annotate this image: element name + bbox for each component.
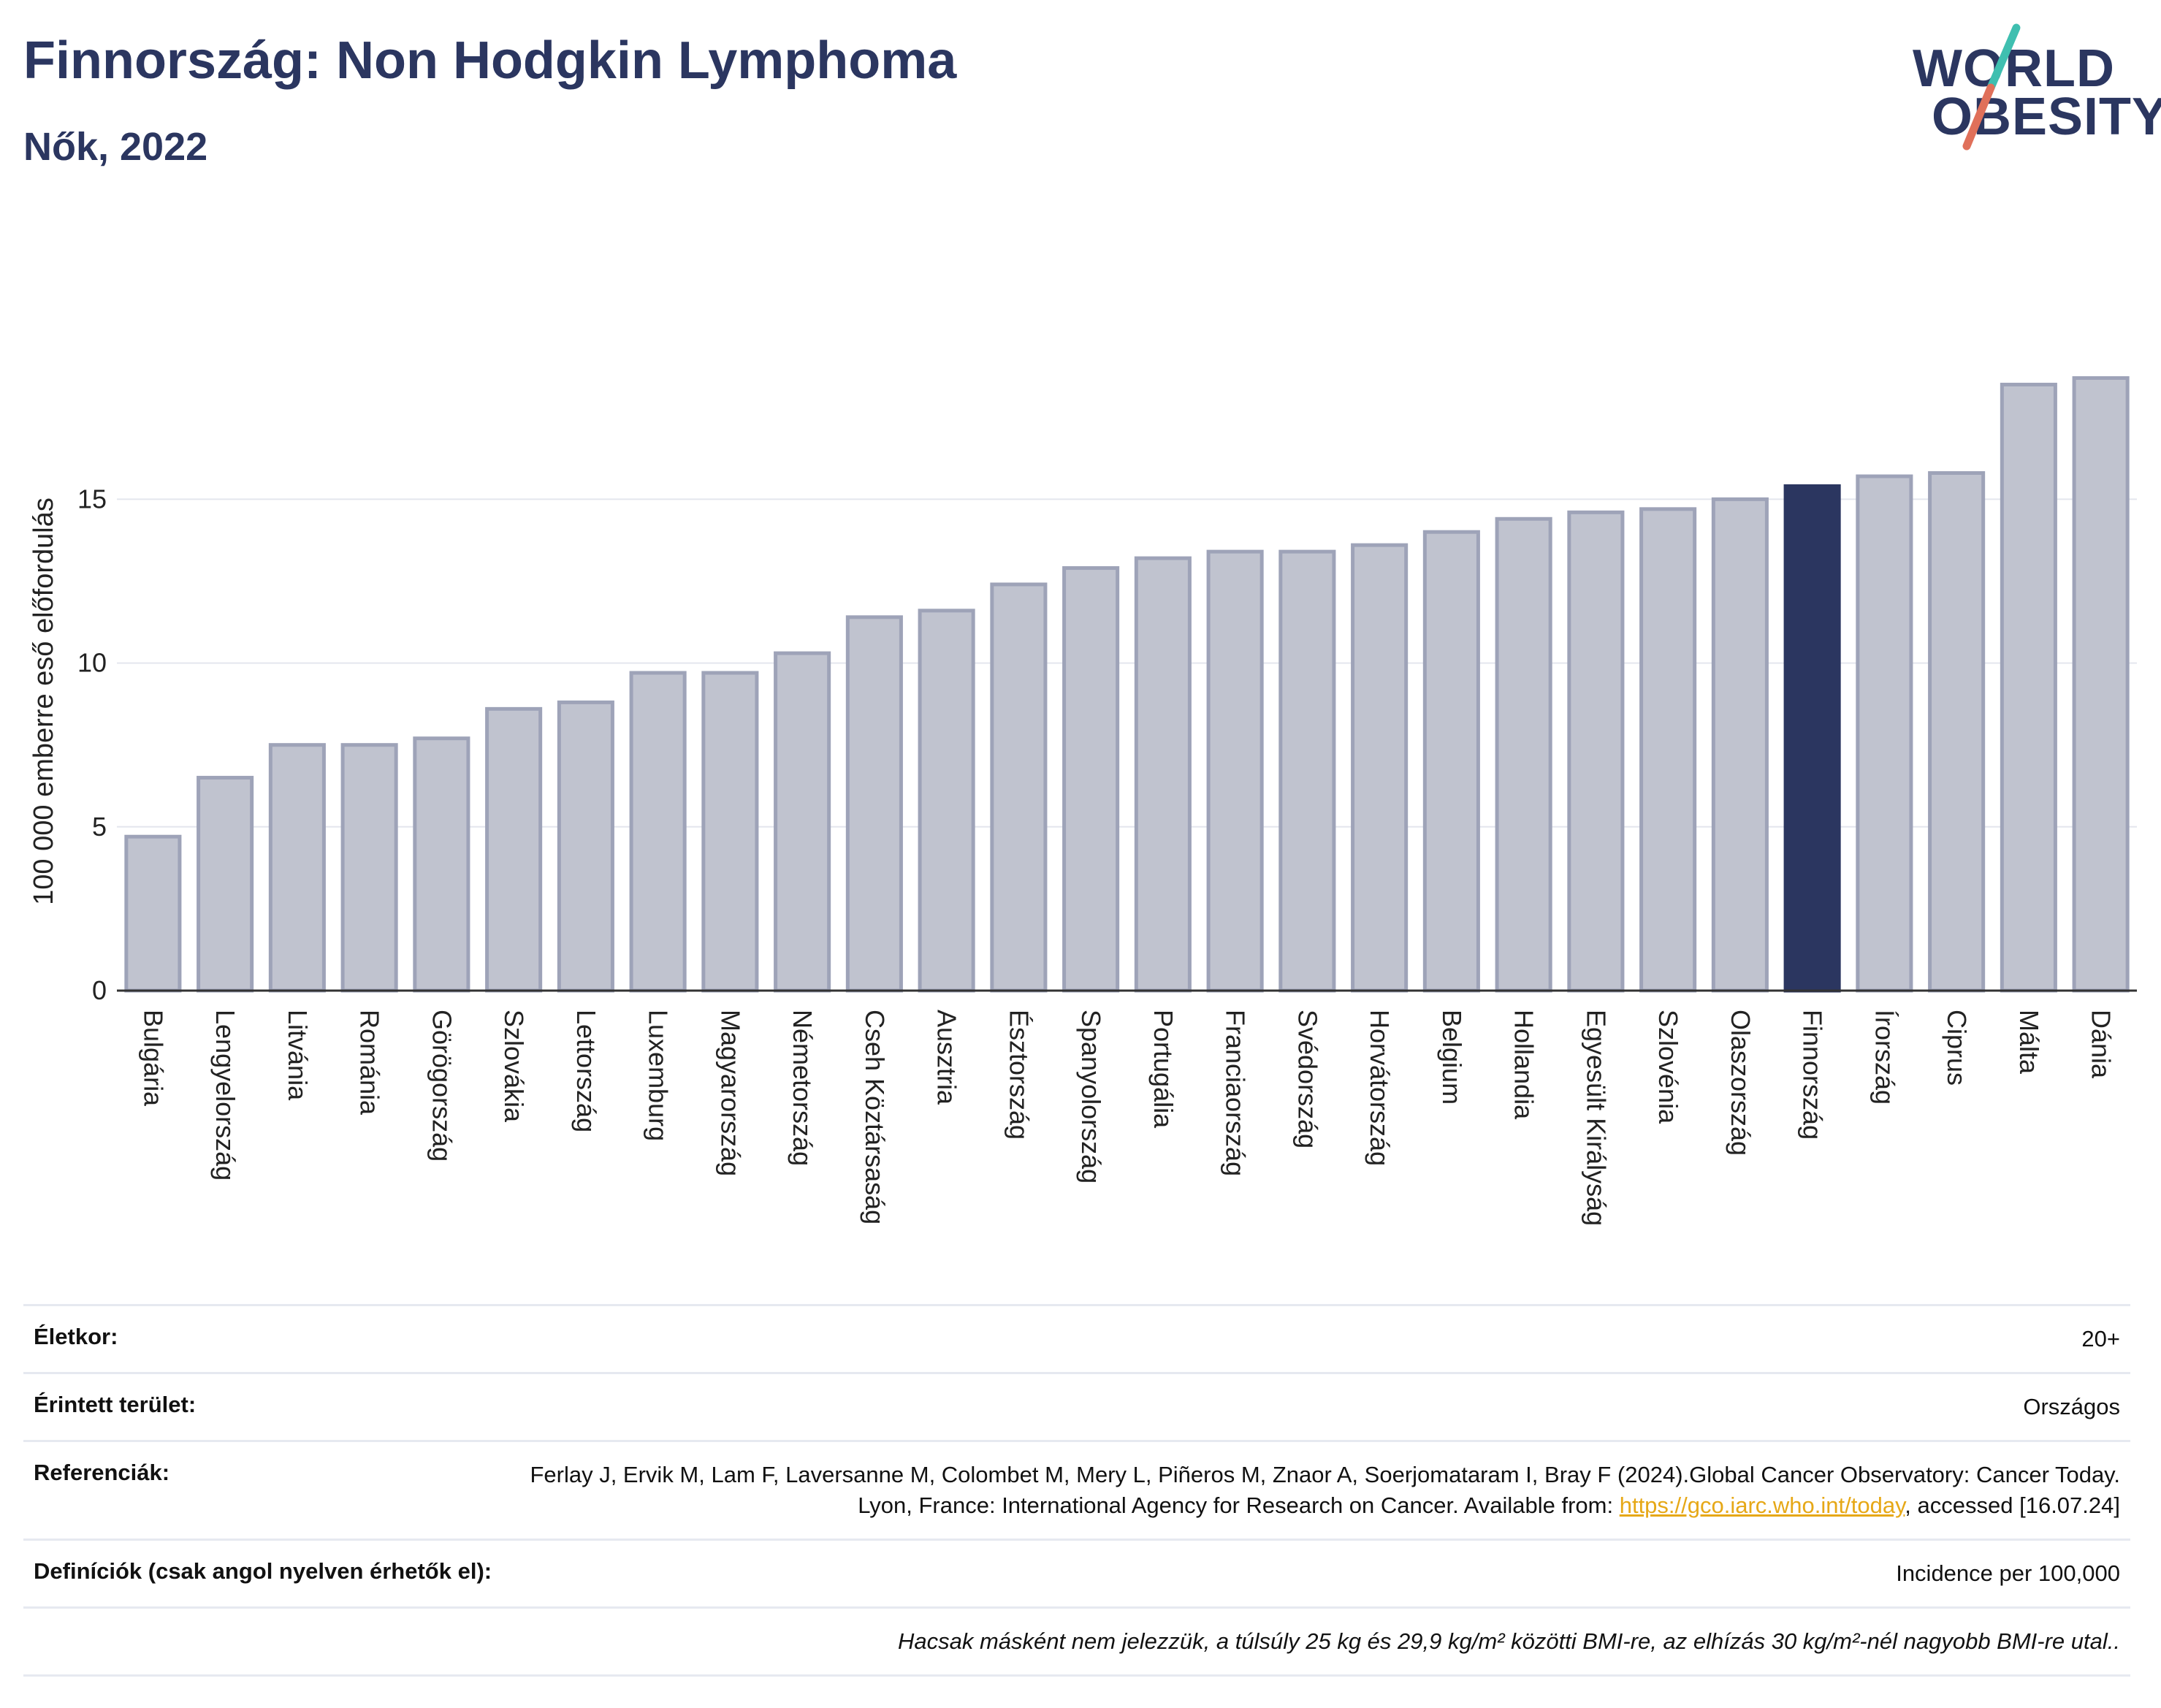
- references-text: Ferlay J, Ervik M, Lam F, Laversanne M, …: [530, 1462, 2120, 1518]
- logo-word-world: WORLD: [1913, 39, 2115, 98]
- y-tick-label: 15: [77, 484, 107, 514]
- definitions-label: Definíciók (csak angol nyelven érhetők e…: [34, 1558, 492, 1584]
- bar-16: [1278, 549, 1336, 993]
- age-label: Életkor:: [34, 1324, 118, 1349]
- x-tick-label: Ciprus: [1942, 1010, 1972, 1086]
- x-tick-label: Ausztria: [932, 1010, 962, 1105]
- references-label: Referenciák:: [34, 1460, 170, 1485]
- x-tick-label: Egyesült Királyság: [1581, 1010, 1611, 1226]
- bar-26: [2000, 382, 2057, 993]
- x-tick-label: Olaszország: [1726, 1010, 1756, 1156]
- bar-24: [1856, 474, 1913, 993]
- area-label: Érintett terület:: [34, 1392, 197, 1417]
- bar-17: [1351, 543, 1409, 993]
- x-tick-label: Lettország: [571, 1010, 601, 1132]
- y-tick-label: 10: [77, 648, 107, 678]
- x-tick-label: Spanyolország: [1076, 1010, 1106, 1183]
- bar-15: [1206, 549, 1264, 993]
- bar-19: [1495, 516, 1552, 993]
- y-tick-label: 5: [92, 812, 107, 842]
- x-tick-label: Észtország: [1004, 1010, 1034, 1140]
- x-tick-label: Németország: [788, 1010, 817, 1166]
- bar-13: [1062, 566, 1120, 993]
- logo-slash-icon: [1962, 23, 2021, 150]
- bar-23: [1783, 484, 1841, 993]
- bar-1: [197, 776, 254, 993]
- x-tick-label: Írország: [1870, 1010, 1899, 1105]
- x-tick-label: Románia: [355, 1010, 385, 1116]
- y-axis-title: 100 000 emberre eső előfordulás: [28, 497, 59, 905]
- world-obesity-logo: WORLD OBESITY: [1899, 22, 2161, 153]
- info-row-definitions: Definíciók (csak angol nyelven érhetők e…: [23, 1539, 2130, 1606]
- references-value: Ferlay J, Ervik M, Lam F, Laversanne M, …: [513, 1460, 2120, 1521]
- bar-4: [413, 736, 470, 993]
- x-tick-label: Bulgária: [138, 1010, 168, 1107]
- page-title: Finnország: Non Hodgkin Lymphoma: [23, 31, 957, 90]
- x-tick-label: Svédország: [1292, 1010, 1322, 1148]
- area-value: Országos: [2023, 1394, 2120, 1419]
- x-tick-label: Málta: [2014, 1010, 2044, 1075]
- x-tick-label: Cseh Köztársaság: [860, 1010, 890, 1224]
- bar-18: [1422, 530, 1480, 993]
- x-tick-label: Portugália: [1148, 1010, 1178, 1129]
- bar-21: [1639, 507, 1697, 993]
- x-tick-label: Szlovákia: [499, 1010, 529, 1123]
- bar-0: [124, 834, 182, 993]
- bar-20: [1567, 510, 1625, 993]
- references-link[interactable]: https://gco.iarc.who.int/today: [1619, 1492, 1905, 1518]
- x-tick-label: Dánia: [2086, 1010, 2116, 1079]
- x-tick-label: Finnország: [1798, 1010, 1828, 1140]
- bar-25: [1928, 470, 1986, 993]
- info-row-references: Referenciák: Ferlay J, Ervik M, Lam F, L…: [23, 1440, 2130, 1539]
- x-tick-label: Szlovénia: [1653, 1010, 1683, 1124]
- bar-22: [1711, 497, 1769, 993]
- bar-7: [629, 671, 687, 993]
- info-row-age: Életkor: 20+: [23, 1304, 2130, 1372]
- info-row-note: Hacsak másként nem jelezzük, a túlsúly 2…: [23, 1606, 2130, 1677]
- x-tick-label: Görögország: [427, 1010, 457, 1162]
- bar-27: [2072, 375, 2130, 993]
- bar-8: [701, 671, 759, 993]
- definitions-value: Incidence per 100,000: [1896, 1560, 2120, 1586]
- bmi-note: Hacsak másként nem jelezzük, a túlsúly 2…: [898, 1628, 2120, 1654]
- bar-6: [557, 700, 614, 993]
- x-tick-label: Luxemburg: [644, 1010, 674, 1141]
- page-subtitle: Nők, 2022: [23, 125, 208, 169]
- bar-2: [268, 743, 326, 993]
- x-tick-label: Litvánia: [283, 1010, 313, 1101]
- y-tick-label: 0: [92, 975, 107, 1005]
- bar-10: [845, 615, 903, 993]
- bar-chart: 0 5 10 15 100 000 emberre eső előfordulás Bul…: [28, 375, 2137, 1226]
- x-tick-label: Lengyelország: [210, 1010, 240, 1181]
- x-tick-label: Magyarország: [715, 1010, 745, 1176]
- bar-9: [774, 651, 831, 993]
- x-tick-label: Hollandia: [1509, 1010, 1539, 1120]
- info-row-area: Érintett terület: Országos: [23, 1372, 2130, 1440]
- bar-12: [990, 582, 1048, 993]
- bar-5: [485, 706, 543, 993]
- x-tick-label: Belgium: [1437, 1010, 1467, 1105]
- references-suffix: , accessed [16.07.24]: [1905, 1492, 2120, 1518]
- bar-14: [1134, 556, 1192, 993]
- bar-3: [340, 743, 398, 993]
- info-table: Életkor: 20+ Érintett terület: Országos …: [23, 1304, 2130, 1677]
- age-value: 20+: [2081, 1326, 2120, 1351]
- x-tick-label: Horvátország: [1365, 1010, 1395, 1166]
- bar-11: [918, 609, 975, 993]
- x-tick-label: Franciaország: [1221, 1010, 1251, 1176]
